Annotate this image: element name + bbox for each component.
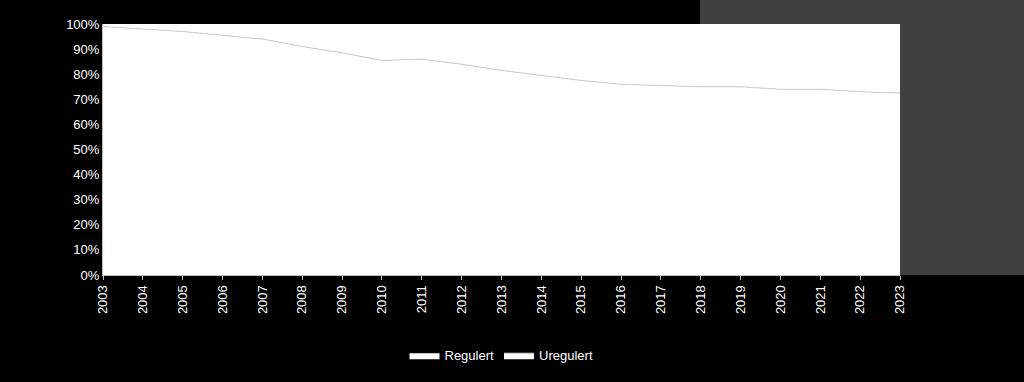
svg-text:2012: 2012 bbox=[454, 285, 469, 314]
svg-text:2010: 2010 bbox=[374, 285, 389, 314]
svg-text:30%: 30% bbox=[73, 192, 99, 207]
svg-text:2022: 2022 bbox=[852, 285, 867, 314]
svg-text:2014: 2014 bbox=[534, 285, 549, 314]
svg-text:2013: 2013 bbox=[494, 285, 509, 314]
svg-text:2018: 2018 bbox=[693, 285, 708, 314]
svg-text:2020: 2020 bbox=[773, 285, 788, 314]
svg-text:80%: 80% bbox=[73, 67, 99, 82]
svg-text:2019: 2019 bbox=[733, 285, 748, 314]
svg-text:2005: 2005 bbox=[175, 285, 190, 314]
svg-text:90%: 90% bbox=[73, 42, 99, 57]
svg-text:10%: 10% bbox=[73, 242, 99, 257]
svg-text:60%: 60% bbox=[73, 117, 99, 132]
svg-text:2008: 2008 bbox=[294, 285, 309, 314]
svg-text:40%: 40% bbox=[73, 167, 99, 182]
svg-text:50%: 50% bbox=[73, 142, 99, 157]
svg-text:2021: 2021 bbox=[813, 285, 828, 314]
svg-text:2016: 2016 bbox=[613, 285, 628, 314]
svg-text:2004: 2004 bbox=[135, 285, 150, 314]
svg-text:20%: 20% bbox=[73, 217, 99, 232]
svg-text:100%: 100% bbox=[66, 17, 100, 32]
svg-text:0%: 0% bbox=[81, 268, 100, 283]
svg-text:2015: 2015 bbox=[573, 285, 588, 314]
svg-text:2006: 2006 bbox=[215, 285, 230, 314]
svg-text:Uregulert: Uregulert bbox=[539, 348, 593, 363]
svg-text:2003: 2003 bbox=[95, 285, 110, 314]
svg-text:2009: 2009 bbox=[334, 285, 349, 314]
svg-text:Regulert: Regulert bbox=[445, 348, 495, 363]
svg-text:2017: 2017 bbox=[653, 285, 668, 314]
svg-text:70%: 70% bbox=[73, 92, 99, 107]
svg-text:2007: 2007 bbox=[255, 285, 270, 314]
svg-text:2023: 2023 bbox=[892, 285, 907, 314]
svg-text:2011: 2011 bbox=[414, 285, 429, 313]
